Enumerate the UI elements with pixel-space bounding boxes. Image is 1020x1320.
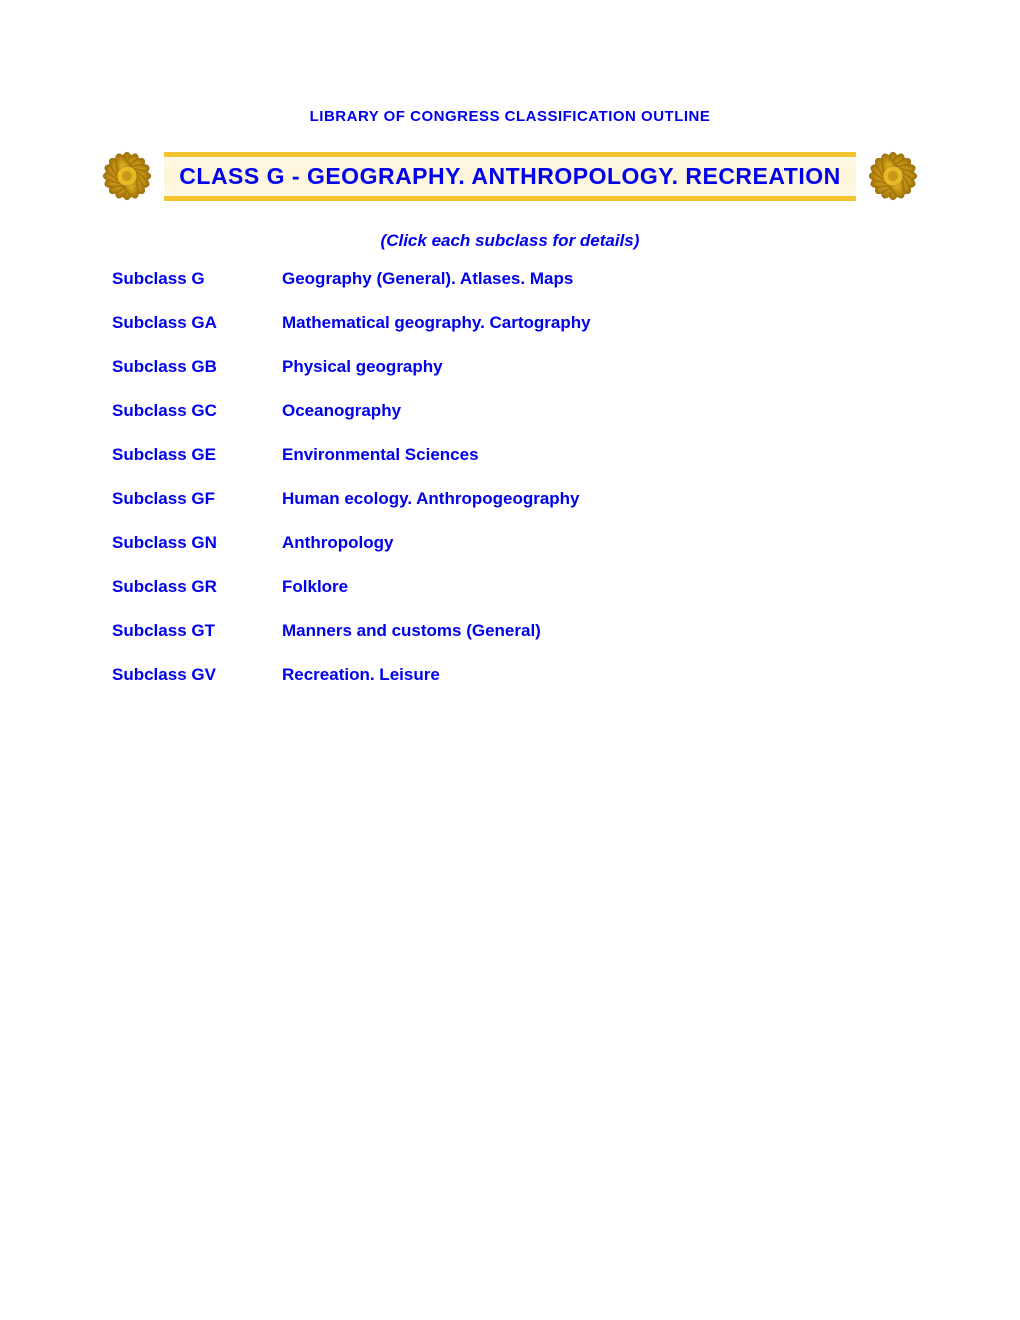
subclass-row[interactable]: Subclass G Geography (General). Atlases.…: [112, 269, 1020, 289]
subclass-desc[interactable]: Mathematical geography. Cartography: [282, 313, 591, 333]
subclass-row[interactable]: Subclass GA Mathematical geography. Cart…: [112, 313, 1020, 333]
subclass-desc[interactable]: Physical geography: [282, 357, 443, 377]
instruction-text: (Click each subclass for details): [0, 231, 1020, 251]
subclass-row[interactable]: Subclass GC Oceanography: [112, 401, 1020, 421]
subclass-row[interactable]: Subclass GB Physical geography: [112, 357, 1020, 377]
subclass-row[interactable]: Subclass GN Anthropology: [112, 533, 1020, 553]
subclass-code[interactable]: Subclass GF: [112, 489, 282, 509]
subclass-desc[interactable]: Geography (General). Atlases. Maps: [282, 269, 573, 289]
subclass-row[interactable]: Subclass GV Recreation. Leisure: [112, 665, 1020, 685]
subclass-row[interactable]: Subclass GF Human ecology. Anthropogeogr…: [112, 489, 1020, 509]
subclass-desc[interactable]: Anthropology: [282, 533, 393, 553]
header-subtitle: LIBRARY OF CONGRESS CLASSIFICATION OUTLI…: [0, 108, 1020, 125]
subclass-code[interactable]: Subclass G: [112, 269, 282, 289]
subclass-code[interactable]: Subclass GR: [112, 577, 282, 597]
subclass-code[interactable]: Subclass GB: [112, 357, 282, 377]
subclass-desc[interactable]: Recreation. Leisure: [282, 665, 440, 685]
rosette-icon-right: [866, 149, 920, 203]
subclass-row[interactable]: Subclass GT Manners and customs (General…: [112, 621, 1020, 641]
subclass-desc[interactable]: Human ecology. Anthropogeography: [282, 489, 580, 509]
subclass-code[interactable]: Subclass GN: [112, 533, 282, 553]
title-banner: CLASS G - GEOGRAPHY. ANTHROPOLOGY. RECRE…: [164, 152, 856, 201]
subclass-desc[interactable]: Oceanography: [282, 401, 401, 421]
subclass-code[interactable]: Subclass GV: [112, 665, 282, 685]
subclass-desc[interactable]: Folklore: [282, 577, 348, 597]
subclass-code[interactable]: Subclass GE: [112, 445, 282, 465]
rosette-icon-left: [100, 149, 154, 203]
subclass-code[interactable]: Subclass GA: [112, 313, 282, 333]
subclass-row[interactable]: Subclass GR Folklore: [112, 577, 1020, 597]
subclass-list: Subclass G Geography (General). Atlases.…: [0, 269, 1020, 685]
banner-row: CLASS G - GEOGRAPHY. ANTHROPOLOGY. RECRE…: [0, 149, 1020, 203]
subclass-row[interactable]: Subclass GE Environmental Sciences: [112, 445, 1020, 465]
subclass-desc[interactable]: Environmental Sciences: [282, 445, 479, 465]
subclass-desc[interactable]: Manners and customs (General): [282, 621, 541, 641]
subclass-code[interactable]: Subclass GC: [112, 401, 282, 421]
subclass-code[interactable]: Subclass GT: [112, 621, 282, 641]
page-title: CLASS G - GEOGRAPHY. ANTHROPOLOGY. RECRE…: [164, 163, 856, 190]
